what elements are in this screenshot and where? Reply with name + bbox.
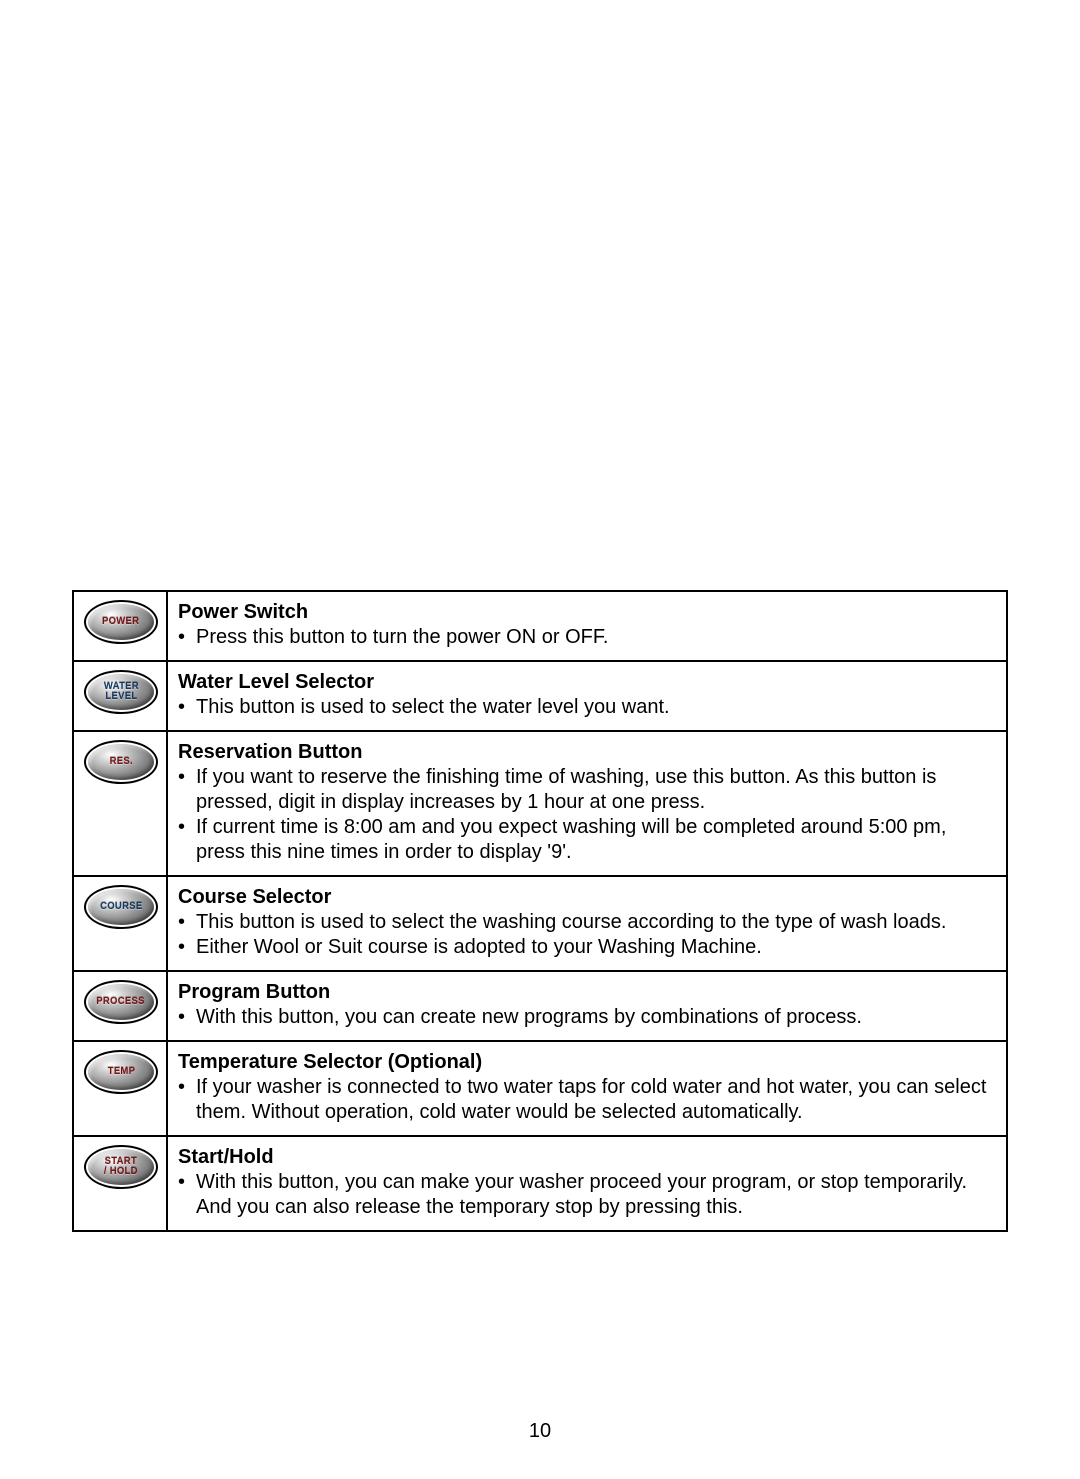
description-list: If you want to reserve the finishing tim… xyxy=(178,765,996,865)
button-face-icon: TEMP xyxy=(88,1054,154,1090)
description-bullet: Either Wool or Suit course is adopted to… xyxy=(192,935,996,960)
panel-button-icon: START / HOLD xyxy=(84,1145,158,1189)
page: POWER Power SwitchPress this button to tu… xyxy=(0,0,1080,1479)
controls-table: POWER Power SwitchPress this button to tu… xyxy=(72,590,1008,1232)
button-cell: WATER LEVEL xyxy=(73,661,167,731)
button-cell: POWER xyxy=(73,591,167,661)
description-bullet: If current time is 8:00 am and you expec… xyxy=(192,815,996,865)
description-list: This button is used to select the washin… xyxy=(178,910,996,960)
description-title: Start/Hold xyxy=(178,1145,996,1170)
description-cell: Course SelectorThis button is used to se… xyxy=(167,876,1007,971)
description-title: Temperature Selector (Optional) xyxy=(178,1050,996,1075)
table-row: TEMP Temperature Selector (Optional)If yo… xyxy=(73,1041,1007,1136)
button-face-icon: START / HOLD xyxy=(88,1149,154,1185)
button-cell: TEMP xyxy=(73,1041,167,1136)
description-title: Reservation Button xyxy=(178,740,996,765)
button-cell: COURSE xyxy=(73,876,167,971)
table-row: START / HOLD Start/HoldWith this button, … xyxy=(73,1136,1007,1231)
table-row: PROCESS Program ButtonWith this button, y… xyxy=(73,971,1007,1041)
button-label: TEMP xyxy=(107,1067,135,1078)
panel-button-icon: PROCESS xyxy=(84,980,158,1024)
description-bullet: This button is used to select the water … xyxy=(192,695,996,720)
description-cell: Temperature Selector (Optional)If your w… xyxy=(167,1041,1007,1136)
panel-button-icon: COURSE xyxy=(84,885,158,929)
panel-button-icon: RES. xyxy=(84,740,158,784)
button-label: RES. xyxy=(109,757,132,768)
button-cell: RES. xyxy=(73,731,167,876)
button-label: COURSE xyxy=(100,902,142,913)
table-row: COURSE Course SelectorThis button is used… xyxy=(73,876,1007,971)
description-cell: Program ButtonWith this button, you can … xyxy=(167,971,1007,1041)
button-cell: START / HOLD xyxy=(73,1136,167,1231)
button-label: POWER xyxy=(102,617,139,628)
button-label: PROCESS xyxy=(97,997,145,1008)
description-bullet: If you want to reserve the finishing tim… xyxy=(192,765,996,815)
description-list: If your washer is connected to two water… xyxy=(178,1075,996,1125)
panel-button-icon: TEMP xyxy=(84,1050,158,1094)
description-title: Course Selector xyxy=(178,885,996,910)
button-face-icon: WATER LEVEL xyxy=(88,674,154,710)
description-title: Power Switch xyxy=(178,600,996,625)
table-row: RES. Reservation ButtonIf you want to res… xyxy=(73,731,1007,876)
description-bullet: Press this button to turn the power ON o… xyxy=(192,625,996,650)
button-cell: PROCESS xyxy=(73,971,167,1041)
button-label: WATER LEVEL xyxy=(103,682,138,703)
controls-tbody: POWER Power SwitchPress this button to tu… xyxy=(73,591,1007,1231)
table-row: POWER Power SwitchPress this button to tu… xyxy=(73,591,1007,661)
description-list: With this button, you can create new pro… xyxy=(178,1005,996,1030)
button-face-icon: COURSE xyxy=(88,889,154,925)
button-label: START / HOLD xyxy=(104,1157,138,1178)
description-bullet: If your washer is connected to two water… xyxy=(192,1075,996,1125)
description-title: Program Button xyxy=(178,980,996,1005)
button-face-icon: PROCESS xyxy=(88,984,154,1020)
description-list: Press this button to turn the power ON o… xyxy=(178,625,996,650)
description-cell: Reservation ButtonIf you want to reserve… xyxy=(167,731,1007,876)
page-number: 10 xyxy=(0,1420,1080,1443)
description-list: This button is used to select the water … xyxy=(178,695,996,720)
description-title: Water Level Selector xyxy=(178,670,996,695)
description-bullet: With this button, you can create new pro… xyxy=(192,1005,996,1030)
table-row: WATER LEVEL Water Level SelectorThis butt… xyxy=(73,661,1007,731)
description-cell: Power SwitchPress this button to turn th… xyxy=(167,591,1007,661)
panel-button-icon: WATER LEVEL xyxy=(84,670,158,714)
description-cell: Water Level SelectorThis button is used … xyxy=(167,661,1007,731)
description-list: With this button, you can make your wash… xyxy=(178,1170,996,1220)
description-bullet: This button is used to select the washin… xyxy=(192,910,996,935)
button-face-icon: POWER xyxy=(88,604,154,640)
panel-button-icon: POWER xyxy=(84,600,158,644)
button-face-icon: RES. xyxy=(88,744,154,780)
description-bullet: With this button, you can make your wash… xyxy=(192,1170,996,1220)
description-cell: Start/HoldWith this button, you can make… xyxy=(167,1136,1007,1231)
